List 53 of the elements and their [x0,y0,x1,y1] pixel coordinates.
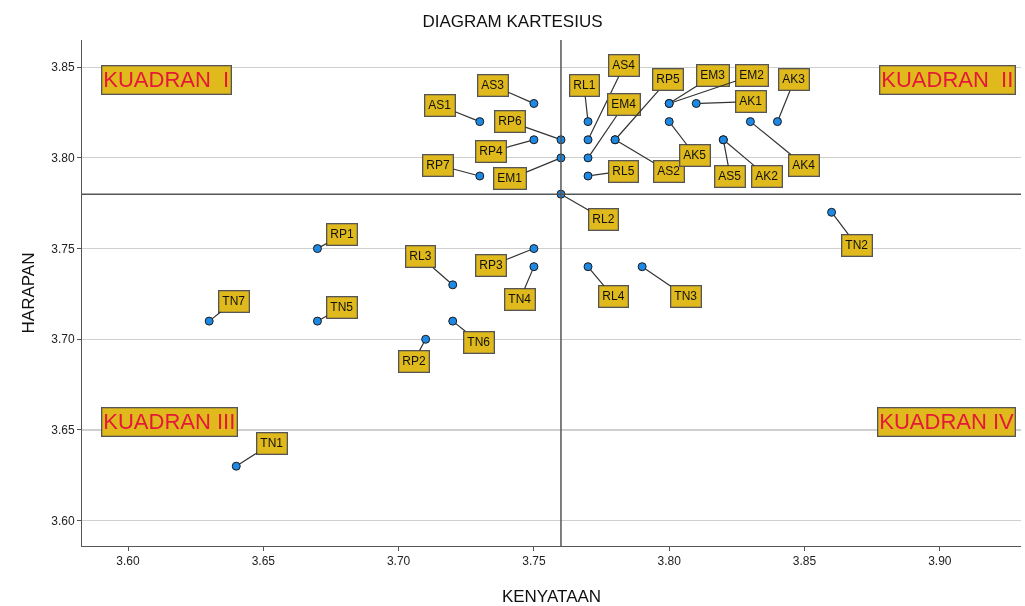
annotation: KUADRAN II [881,67,1014,93]
annotation: RP3 [479,258,503,273]
y-tick-label: 3.80 [51,151,75,166]
annotation: AK5 [683,148,707,163]
annotation: AK2 [755,169,779,184]
annotation: EM3 [700,68,726,83]
x-axis-title: KENYATAAN [501,586,602,606]
annotation: AK4 [792,158,816,173]
annotation: RP6 [498,114,522,129]
annotation: RL2 [592,212,615,227]
x-tick-label: 3.90 [928,554,952,569]
annotation: EM1 [497,171,523,186]
annotation: EM4 [611,97,637,112]
x-tick-label: 3.60 [116,554,140,569]
annotation: RP2 [402,354,426,369]
y-tick-label: 3.75 [51,241,75,256]
annotation: RL4 [602,289,625,304]
annotation: AS3 [481,78,505,93]
annotation: RP5 [656,72,680,87]
annotation: RP4 [479,144,503,159]
annotation: TN1 [260,436,284,451]
x-tick-label: 3.65 [251,554,276,569]
x-tick-label: 3.70 [386,554,411,569]
annotation: AK3 [782,72,806,87]
chart-title: DIAGRAM KARTESIUS [422,12,603,32]
annotation: KUADRAN III [103,409,236,435]
annotation: RP7 [426,158,450,173]
y-tick-label: 3.60 [51,513,75,528]
x-tick-label: 3.85 [792,554,817,569]
annotation: AS2 [657,164,681,179]
annotation: KUADRAN IV [879,409,1015,435]
annotation: TN4 [508,292,532,307]
annotation: TN5 [330,300,354,315]
annotation: AS4 [612,58,636,73]
annotation: TN6 [467,335,491,350]
annotation: AS5 [718,169,742,184]
annotation: AS1 [428,98,452,113]
annotation: RL5 [612,164,635,179]
annotation: KUADRAN I [103,67,230,93]
annotation: RP1 [330,227,354,242]
annotation: RL3 [409,249,432,264]
x-tick-label: 3.75 [522,554,546,569]
annotation: TN7 [222,294,246,309]
annotation: TN2 [845,238,869,253]
annotation: TN3 [674,289,698,304]
x-tick-label: 3.80 [657,554,682,569]
y-axis-title: HARAPAN [18,252,38,334]
annotation: EM2 [739,68,765,83]
annotation: AK1 [739,94,763,109]
y-tick-label: 3.70 [51,332,75,347]
y-tick-label: 3.85 [51,60,75,75]
y-tick-label: 3.65 [51,423,75,438]
annotation: RL1 [573,78,596,93]
